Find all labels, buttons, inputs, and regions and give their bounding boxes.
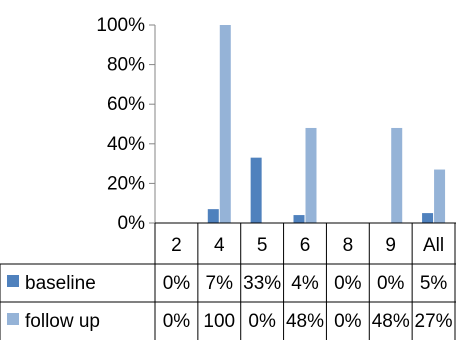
category-label: 4 xyxy=(214,235,225,256)
category-label: 6 xyxy=(300,235,311,256)
data-table: 2 4 5 6 8 9 All baseline 0% 7% 33% 4% 0% 0% 5% follow u… xyxy=(0,222,456,340)
bars xyxy=(207,25,446,223)
data-label: 0% xyxy=(163,273,191,294)
legend-key-baseline xyxy=(7,275,19,287)
y-tick-label: 0% xyxy=(118,213,146,234)
data-label: 0% xyxy=(248,311,276,332)
data-label: 48% xyxy=(372,311,410,332)
data-label: 4% xyxy=(291,273,319,294)
data-label: 0% xyxy=(377,273,405,294)
y-tick-label: 60% xyxy=(107,94,145,115)
series-name: baseline xyxy=(25,273,96,294)
data-label: 7% xyxy=(206,273,234,294)
legend-key-follow-up xyxy=(7,313,19,325)
y-axis: 0% 20% 40% 60% 80% 100% xyxy=(96,15,156,234)
category-label: 8 xyxy=(343,235,354,256)
category-label: 2 xyxy=(171,235,182,256)
bar-follow-up-6 xyxy=(305,127,317,223)
data-label: 0% xyxy=(334,273,362,294)
y-tick-label: 80% xyxy=(107,55,145,76)
data-label: 100 xyxy=(203,311,235,332)
bar-baseline-5 xyxy=(250,157,262,223)
data-label: 0% xyxy=(163,311,191,332)
category-label: 5 xyxy=(257,235,268,256)
series-name: follow up xyxy=(25,311,100,332)
data-label: 27% xyxy=(415,311,453,332)
bar-follow-up-4 xyxy=(219,25,231,223)
category-label: All xyxy=(423,235,444,256)
y-tick-label: 20% xyxy=(107,173,145,194)
data-label: 33% xyxy=(243,273,281,294)
y-tick-label: 40% xyxy=(107,134,145,155)
category-label: 9 xyxy=(385,235,396,256)
bar-baseline-4 xyxy=(207,209,219,223)
bar-follow-up-All xyxy=(434,169,446,223)
bar-baseline-6 xyxy=(293,215,305,223)
y-tick-label: 100% xyxy=(96,15,145,36)
bar-follow-up-9 xyxy=(391,127,403,223)
bar-baseline-All xyxy=(422,213,434,223)
data-label: 5% xyxy=(420,273,448,294)
data-label: 0% xyxy=(334,311,362,332)
data-label: 48% xyxy=(286,311,324,332)
